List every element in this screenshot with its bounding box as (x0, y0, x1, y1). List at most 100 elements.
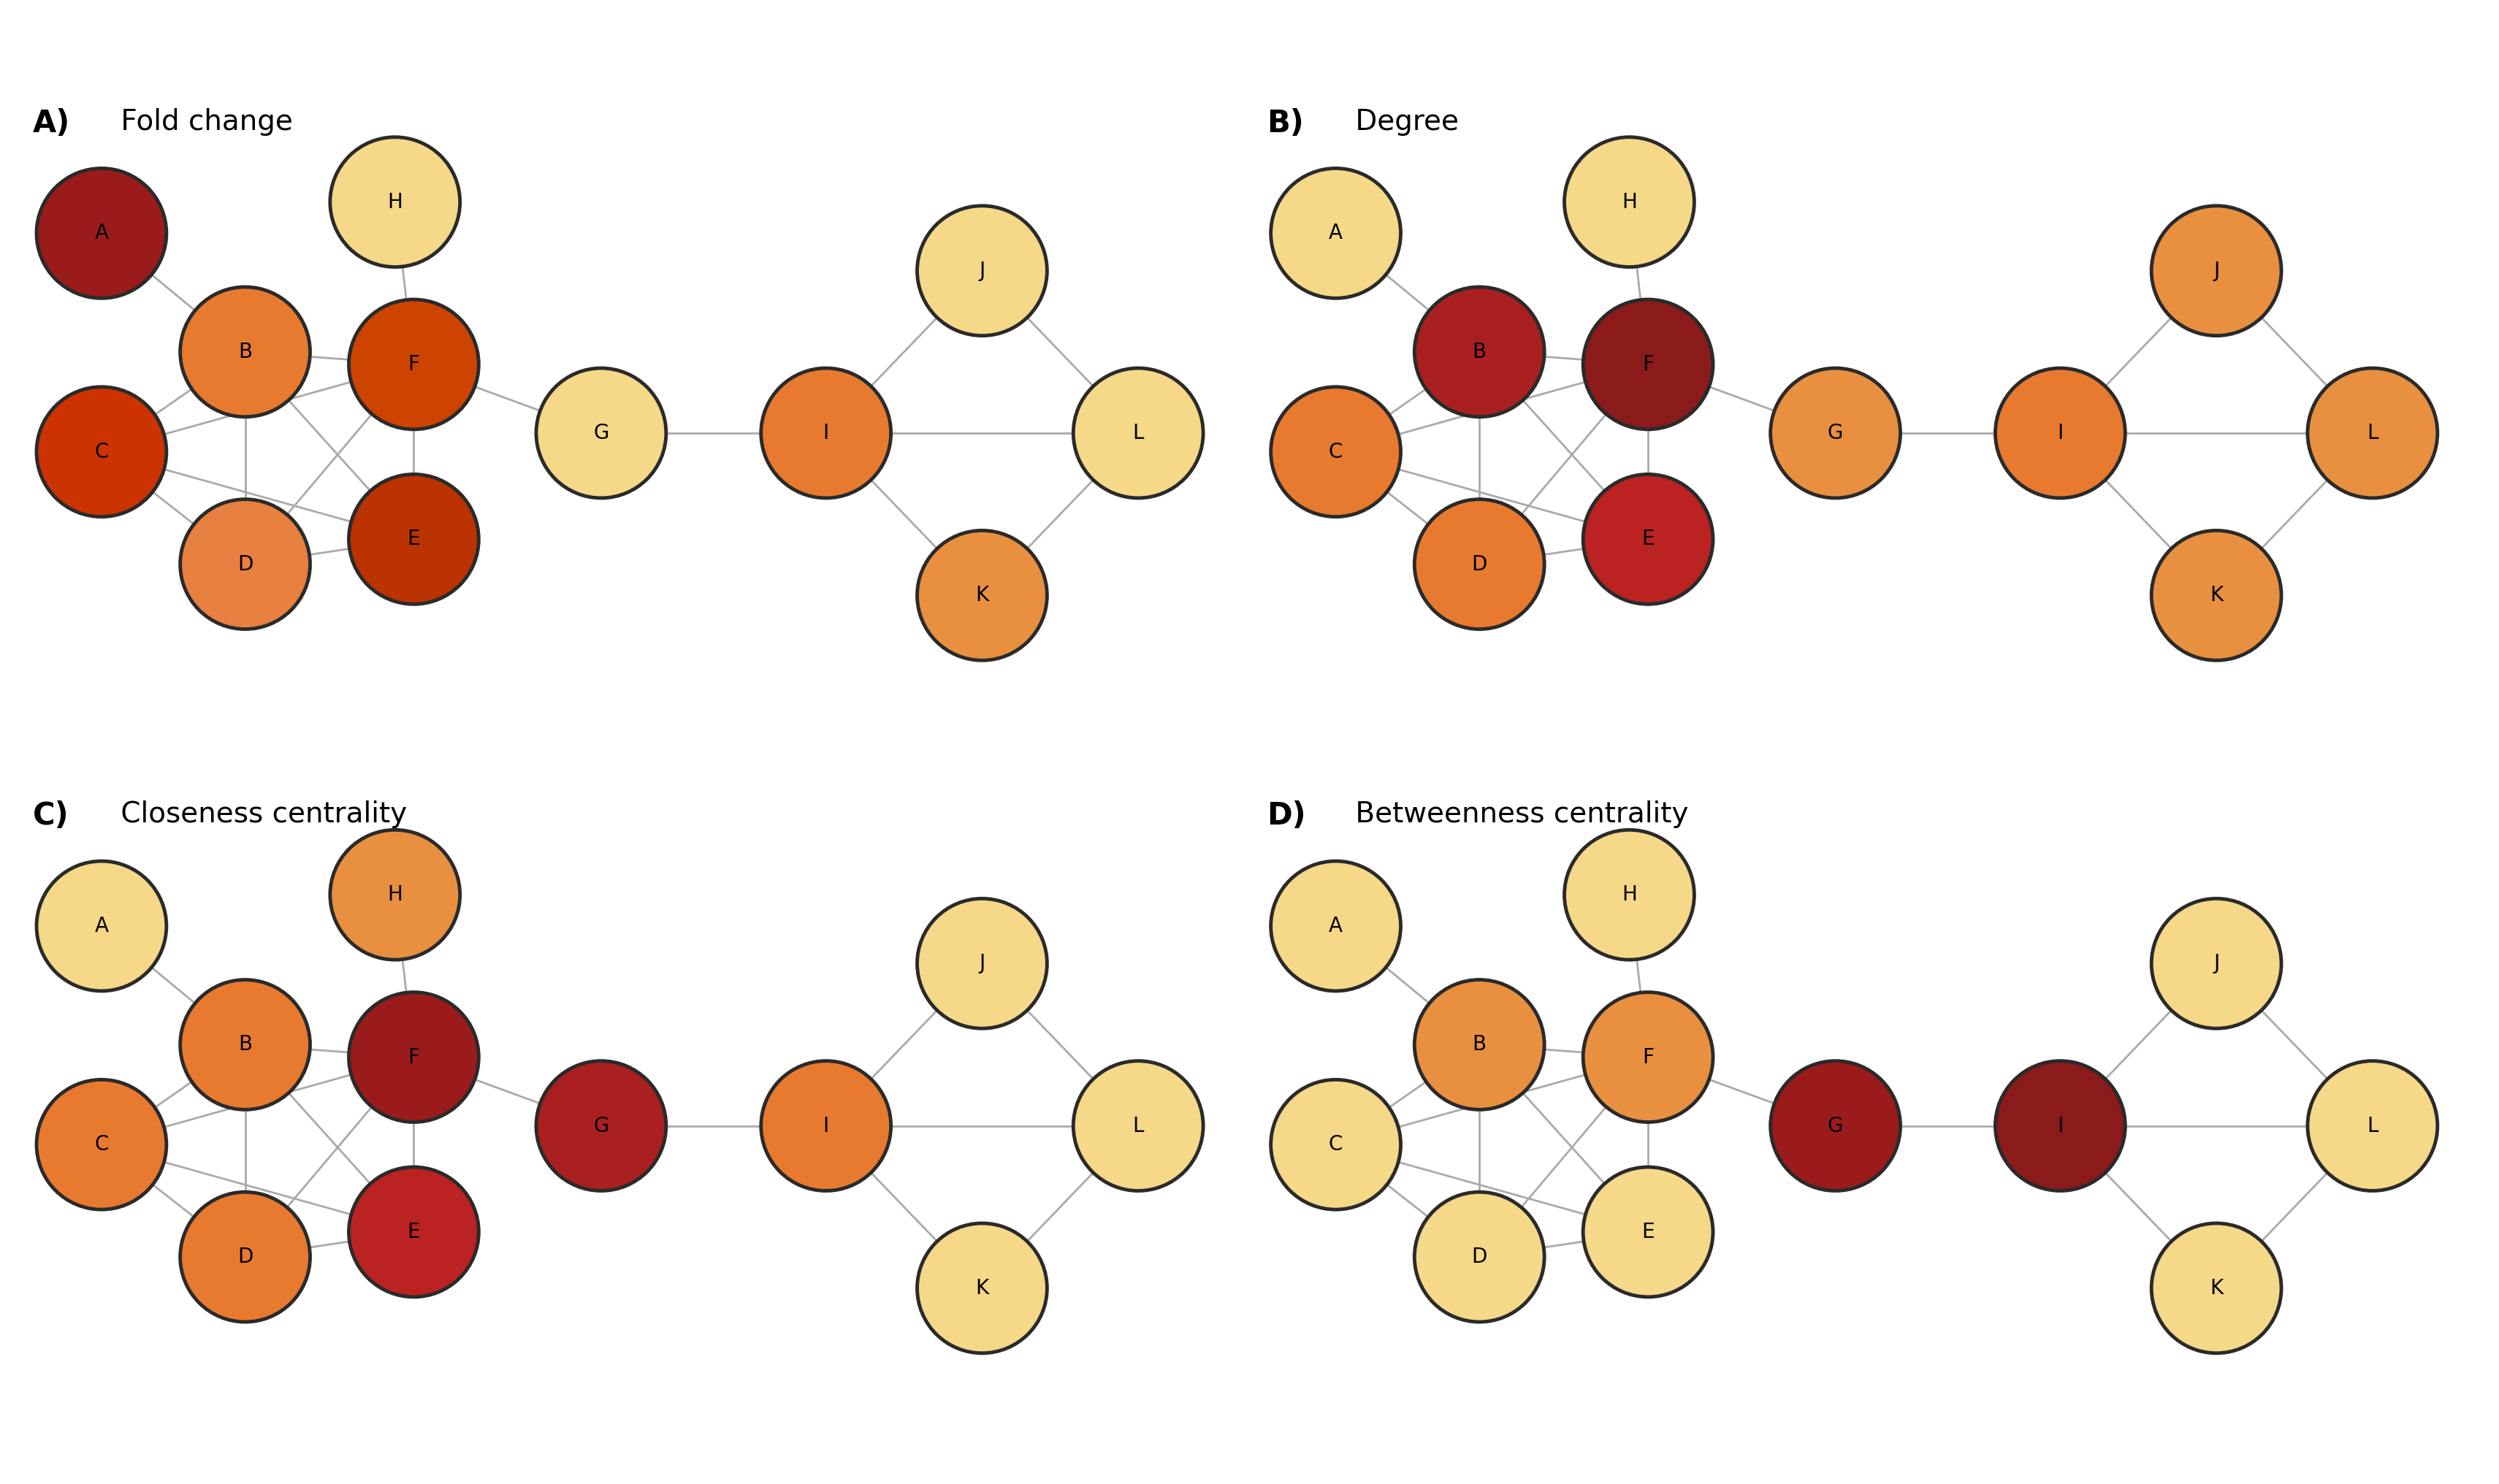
Text: F: F (407, 1046, 420, 1067)
Circle shape (1272, 861, 1402, 991)
Circle shape (1582, 300, 1712, 429)
Text: F: F (1642, 355, 1654, 374)
Text: A) Fold change: A) Fold change (32, 108, 245, 135)
Text: F: F (1642, 1046, 1654, 1067)
Circle shape (537, 1061, 667, 1190)
Circle shape (917, 1223, 1047, 1353)
Text: B: B (237, 1034, 252, 1055)
Circle shape (2152, 1223, 2282, 1353)
Circle shape (1272, 1080, 1402, 1209)
Text: L: L (1132, 1116, 1145, 1137)
Circle shape (1564, 830, 1694, 960)
Circle shape (37, 168, 167, 298)
Circle shape (1582, 475, 1712, 604)
Text: Fold change: Fold change (112, 108, 292, 135)
Text: C) Closeness centrality: C) Closeness centrality (32, 801, 357, 828)
Circle shape (917, 206, 1047, 335)
Circle shape (2152, 206, 2282, 335)
Text: C: C (1329, 1134, 1342, 1155)
Circle shape (1414, 1192, 1544, 1322)
Circle shape (2152, 899, 2282, 1028)
Text: L: L (2367, 423, 2379, 444)
Circle shape (1769, 1061, 1899, 1190)
Text: C): C) (32, 801, 70, 831)
Circle shape (37, 1080, 167, 1209)
Circle shape (330, 830, 460, 960)
Circle shape (1994, 368, 2124, 499)
Text: I: I (822, 1116, 830, 1137)
Text: Closeness centrality: Closeness centrality (112, 801, 407, 828)
Text: K: K (2209, 1278, 2224, 1298)
Circle shape (330, 137, 460, 267)
Circle shape (1272, 387, 1402, 516)
Text: J: J (2214, 261, 2219, 280)
Text: D) Betweenness centrality: D) Betweenness centrality (1267, 801, 1642, 828)
Text: B: B (1472, 1034, 1487, 1055)
Text: G: G (1827, 1116, 1844, 1137)
Circle shape (2307, 368, 2437, 499)
Text: B) Degree: B) Degree (1267, 108, 1409, 135)
Text: K: K (975, 585, 990, 605)
Text: G: G (592, 1116, 610, 1137)
Text: C: C (95, 1134, 107, 1155)
Text: A): A) (32, 108, 70, 138)
Text: H: H (387, 191, 402, 212)
Text: D: D (1472, 1247, 1487, 1267)
Text: E: E (1642, 1221, 1654, 1242)
Circle shape (1072, 368, 1202, 499)
Text: D): D) (1267, 801, 1307, 831)
Text: C: C (1329, 442, 1342, 462)
Text: H: H (387, 884, 402, 905)
Circle shape (1994, 1061, 2124, 1190)
Circle shape (1582, 993, 1712, 1122)
Circle shape (1272, 168, 1402, 298)
Text: A: A (1329, 223, 1342, 243)
Text: G: G (1827, 423, 1844, 444)
Circle shape (1582, 1166, 1712, 1297)
Circle shape (180, 286, 310, 417)
Text: Degree: Degree (1347, 108, 1459, 135)
Text: F: F (407, 355, 420, 374)
Text: D: D (237, 554, 252, 574)
Circle shape (537, 368, 667, 499)
Circle shape (350, 475, 480, 604)
Circle shape (2152, 530, 2282, 660)
Text: H: H (1622, 884, 1637, 905)
Text: B: B (237, 341, 252, 362)
Text: E: E (407, 528, 420, 549)
Text: L: L (1132, 423, 1145, 444)
Circle shape (350, 300, 480, 429)
Text: K: K (975, 1278, 990, 1298)
Text: B): B) (1267, 108, 1304, 138)
Text: J: J (980, 953, 985, 974)
Circle shape (2307, 1061, 2437, 1190)
Circle shape (350, 1166, 480, 1297)
Text: Betweenness centrality: Betweenness centrality (1347, 801, 1689, 828)
Text: A: A (1329, 916, 1342, 936)
Text: I: I (2057, 423, 2064, 444)
Circle shape (762, 1061, 892, 1190)
Circle shape (917, 530, 1047, 660)
Text: C: C (95, 442, 107, 462)
Text: E: E (1642, 528, 1654, 549)
Text: A: A (95, 916, 107, 936)
Text: B: B (1472, 341, 1487, 362)
Circle shape (180, 1192, 310, 1322)
Text: A: A (95, 223, 107, 243)
Text: G: G (592, 423, 610, 444)
Circle shape (1414, 286, 1544, 417)
Circle shape (1564, 137, 1694, 267)
Text: I: I (822, 423, 830, 444)
Text: H: H (1622, 191, 1637, 212)
Text: E: E (407, 1221, 420, 1242)
Text: J: J (2214, 953, 2219, 974)
Text: L: L (2367, 1116, 2379, 1137)
Text: J: J (980, 261, 985, 280)
Circle shape (350, 993, 480, 1122)
Circle shape (1769, 368, 1899, 499)
Text: I: I (2057, 1116, 2064, 1137)
Text: D: D (1472, 554, 1487, 574)
Circle shape (37, 387, 167, 516)
Text: D: D (237, 1247, 252, 1267)
Text: K: K (2209, 585, 2224, 605)
